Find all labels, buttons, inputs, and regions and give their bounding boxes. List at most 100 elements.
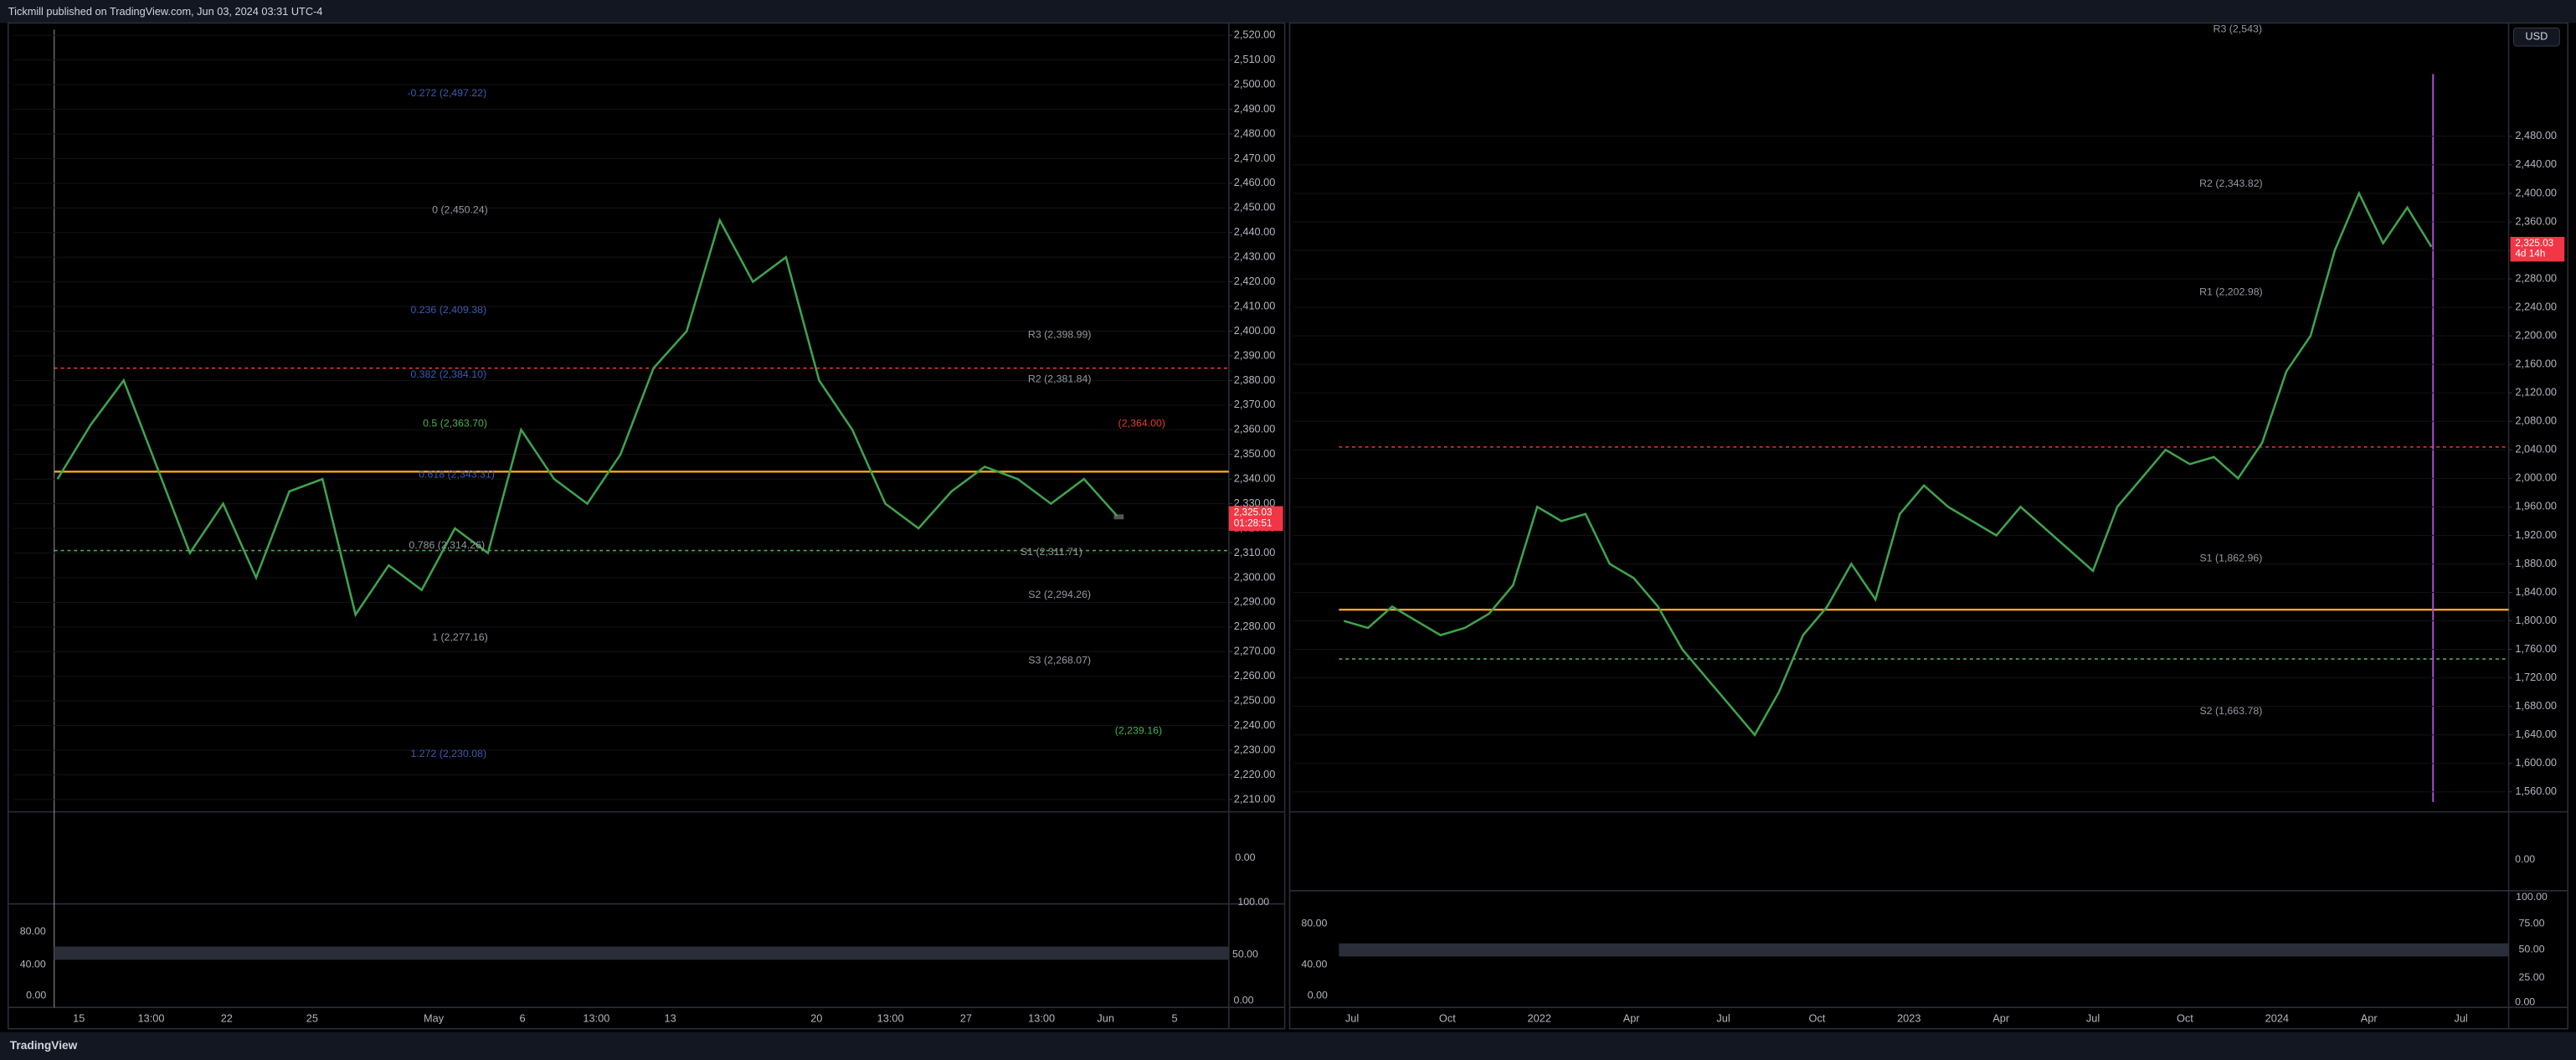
annotation: 0.236 (2,409.38) <box>410 304 486 316</box>
annotation: -0.272 (2,497.22) <box>407 87 486 99</box>
y-tick-label: 2,340.00 <box>1234 472 1276 485</box>
annotation: 0.5 (2,363.70) <box>423 418 487 430</box>
y-tick-label: 2,450.00 <box>1234 201 1276 214</box>
y-tick-label: 2,260.00 <box>1234 669 1276 682</box>
x-tick-label: 2023 <box>1897 1011 1920 1024</box>
left-panel <box>8 22 1286 1030</box>
y-tick-label: 2,520.00 <box>1234 28 1276 41</box>
x-tick-label: 13:00 <box>138 1011 165 1024</box>
x-tick-label: 25 <box>306 1011 318 1024</box>
annotation: 0.618 (2,343.31) <box>419 469 495 481</box>
osc-label: 25.00 <box>2519 971 2545 983</box>
header-bar <box>0 0 2576 23</box>
x-tick-label: Jul <box>1345 1011 1359 1024</box>
y-tick-label: 2,290.00 <box>1234 595 1276 608</box>
x-tick-label: Jun <box>1097 1011 1114 1024</box>
y-tick-label: 2,500.00 <box>1234 77 1276 90</box>
y-tick-label: 1,800.00 <box>2515 614 2557 626</box>
x-tick-label: Jul <box>2086 1011 2100 1024</box>
price-line <box>56 217 1118 618</box>
price-badge-text: 01:28:51 <box>1234 517 1273 528</box>
x-tick-label: Oct <box>1808 1011 1825 1024</box>
osc-label: 50.00 <box>1232 949 1258 960</box>
currency-button[interactable] <box>2512 27 2560 47</box>
y-tick-label: 2,250.00 <box>1234 694 1276 707</box>
x-tick-label: Apr <box>2361 1011 2378 1024</box>
y-tick-label: 1,840.00 <box>2515 585 2557 598</box>
y-tick-label: 2,380.00 <box>1234 373 1276 386</box>
publisher: Tickmill published on TradingView.com, J… <box>8 5 323 18</box>
y-tick-label: 1,720.00 <box>2515 671 2557 683</box>
osc-label: 0.00 <box>1308 990 1328 1001</box>
x-tick-label: Jul <box>1716 1011 1730 1024</box>
y-tick-label: 2,460.00 <box>1234 176 1276 188</box>
y-tick-label: 2,280.00 <box>1234 620 1276 632</box>
x-tick-label: 2024 <box>2265 1011 2289 1024</box>
y-tick-label: 2,000.00 <box>2515 471 2557 484</box>
y-tick-label: 2,220.00 <box>1234 768 1276 780</box>
y-tick-label: 1,560.00 <box>2515 785 2557 797</box>
price-badge <box>2510 236 2565 262</box>
x-tick-label: 13:00 <box>1028 1011 1055 1024</box>
y-tick-label: 2,440.00 <box>2515 157 2557 170</box>
y-tick-label: 2,330.00 <box>1234 497 1276 509</box>
y-tick-label: 2,240.00 <box>2515 300 2557 312</box>
price-line <box>1343 190 2433 737</box>
x-tick-label: May <box>424 1011 445 1024</box>
y-tick-label: 1,680.00 <box>2515 699 2557 712</box>
osc-label: 100.00 <box>1237 896 1269 908</box>
brand: TradingView <box>10 1039 78 1052</box>
y-tick-label: 1,880.00 <box>2515 557 2557 569</box>
osc-label: 0.00 <box>2515 853 2535 865</box>
y-tick-label: 1,640.00 <box>2515 728 2557 740</box>
y-tick-label: 2,490.00 <box>1234 102 1276 115</box>
annotation: 0 (2,450.24) <box>432 204 488 216</box>
y-tick-label: 2,270.00 <box>1234 645 1276 657</box>
y-tick-label: 2,430.00 <box>1234 250 1276 263</box>
y-tick-label: 2,370.00 <box>1234 398 1276 410</box>
price-badge-text: 2,325.03 <box>1234 507 1273 517</box>
osc-label: 0.00 <box>1233 995 1253 1006</box>
x-tick-label: 15 <box>73 1011 85 1024</box>
y-tick-label: 2,360.00 <box>1234 423 1276 435</box>
price-badge <box>1228 506 1283 531</box>
y-tick-label: 1,920.00 <box>2515 528 2557 541</box>
annotation: S2 (1,663.78) <box>2199 705 2262 717</box>
y-tick-label: 2,390.00 <box>1234 348 1276 361</box>
y-tick-label: 2,120.00 <box>2515 386 2557 399</box>
x-tick-label: 2022 <box>1528 1011 1551 1024</box>
annotation: R2 (2,343.82) <box>2199 178 2263 189</box>
y-tick-label: 2,230.00 <box>1234 743 1276 755</box>
annotation: R3 (2,398.99) <box>1028 329 1092 341</box>
y-tick-label: 2,350.00 <box>1234 447 1276 460</box>
osc-label: 0.00 <box>1235 852 1255 863</box>
y-tick-label: 2,420.00 <box>1234 275 1276 287</box>
annotation: (2,364.00) <box>1118 418 1165 430</box>
osc-band <box>54 946 1229 960</box>
x-tick-label: 22 <box>221 1011 233 1024</box>
right-panel <box>1288 22 2568 1030</box>
annotation: R3 (2,543) <box>2214 23 2262 35</box>
y-tick-label: 2,480.00 <box>1234 126 1276 139</box>
y-tick-label: 2,470.00 <box>1234 152 1276 164</box>
annotation: 1.272 (2,230.08) <box>410 748 486 759</box>
annotation: 0.786 (2,314.26) <box>409 539 485 551</box>
price-badge-text: 4d 14h <box>2515 249 2545 260</box>
x-tick-label: Oct <box>2177 1011 2193 1024</box>
x-tick-label: 13 <box>665 1011 676 1024</box>
annotation: S3 (2,268.07) <box>1028 654 1091 666</box>
y-tick-label: 2,310.00 <box>1234 546 1276 558</box>
y-tick-label: 2,480.00 <box>2515 129 2557 142</box>
osc-label: 100.00 <box>2516 891 2548 903</box>
annotation: 0.382 (2,384.10) <box>410 368 486 380</box>
y-tick-label: 1,600.00 <box>2515 756 2557 769</box>
y-tick-label: 2,510.00 <box>1234 53 1276 65</box>
x-tick-label: Oct <box>1439 1011 1456 1024</box>
y-tick-label: 2,360.00 <box>2515 214 2557 227</box>
y-tick-label: 2,400.00 <box>2515 186 2557 198</box>
y-tick-label: 2,200.00 <box>2515 328 2557 341</box>
osc-label: 80.00 <box>1301 917 1327 929</box>
